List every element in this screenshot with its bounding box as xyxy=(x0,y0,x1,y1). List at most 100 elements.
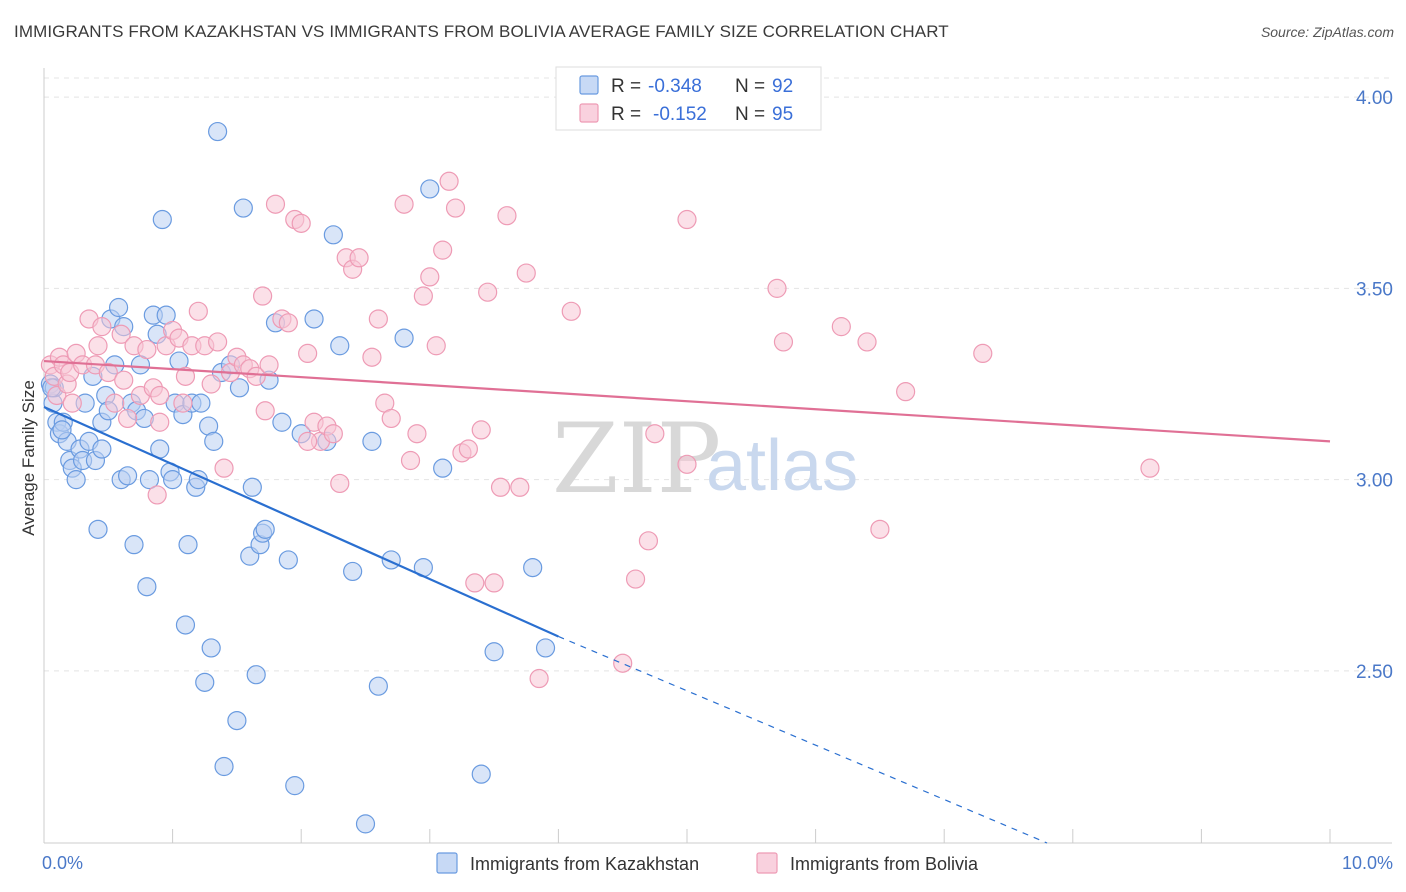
bolivia-point-28 xyxy=(173,393,193,413)
chart-title: IMMIGRANTS FROM KAZAKHSTAN VS IMMIGRANTS… xyxy=(14,22,949,41)
bolivia-point-15 xyxy=(105,393,125,413)
bolivia-point-24 xyxy=(150,412,170,432)
trend-lines xyxy=(43,359,1331,844)
kazakhstan-point-75 xyxy=(323,225,343,245)
bolivia-point-85 xyxy=(638,531,659,551)
bolivia-point-82 xyxy=(561,301,581,321)
bolivia-point-42 xyxy=(255,401,275,421)
bolivia-point-66 xyxy=(420,267,440,287)
bolivia-point-73 xyxy=(465,573,485,593)
bolivia-point-17 xyxy=(114,370,134,390)
kazakhstan-point-71 xyxy=(285,776,305,796)
bolivia-point-69 xyxy=(439,171,459,191)
kazakhstan-point-28 xyxy=(124,535,144,555)
kazakhstan-point-78 xyxy=(355,814,376,834)
bolivia-point-64 xyxy=(407,424,427,444)
y-tick-label-0: 2.50 xyxy=(1356,662,1393,683)
bottom-legend: Immigrants from Kazakhstan Immigrants fr… xyxy=(436,852,979,874)
legend-swatch-kazakhstan xyxy=(579,75,599,95)
kazakhstan-point-23 xyxy=(108,297,129,318)
y-tick-labels: 2.50 3.00 3.50 4.00 xyxy=(1356,88,1393,683)
stats-legend: R = -0.348 N = 92 R = -0.152 N = 95 xyxy=(555,66,822,131)
bottom-legend-label-kazakhstan: Immigrants from Kazakhstan xyxy=(470,854,699,874)
bolivia-point-21 xyxy=(137,339,157,360)
bolivia-point-72 xyxy=(458,439,478,459)
bolivia-point-90 xyxy=(773,332,794,352)
bolivia-point-96 xyxy=(1140,458,1160,478)
kazakhstan-trend-extension xyxy=(558,635,1048,844)
kazakhstan-point-82 xyxy=(394,328,414,348)
kazakhstan-point-76 xyxy=(330,336,350,356)
legend-n-value-2: 95 xyxy=(772,104,793,125)
bolivia-point-80 xyxy=(516,263,536,283)
bolivia-point-34 xyxy=(208,332,228,352)
bolivia-point-16 xyxy=(111,324,131,344)
bolivia-point-49 xyxy=(298,343,318,363)
x-tick-labels: 0.0% 10.0% xyxy=(42,853,1393,873)
bolivia-point-59 xyxy=(368,309,388,329)
bolivia-point-79 xyxy=(510,477,530,497)
bolivia-point-95 xyxy=(973,343,993,363)
bolivia-point-33 xyxy=(201,374,221,394)
bolivia-point-18 xyxy=(117,408,138,429)
kazakhstan-point-80 xyxy=(368,676,388,696)
bolivia-point-87 xyxy=(677,454,697,474)
bolivia-point-29 xyxy=(175,366,196,386)
bolivia-point-61 xyxy=(381,408,401,429)
watermark-atlas: atlas xyxy=(706,426,858,506)
watermark: ZIP atlas xyxy=(552,403,858,515)
bolivia-point-97 xyxy=(150,385,170,406)
bolivia-point-74 xyxy=(471,420,491,440)
bolivia-point-84 xyxy=(625,569,646,589)
bolivia-point-12 xyxy=(88,336,108,356)
legend-n-label-1: N = xyxy=(735,76,765,97)
kazakhstan-point-69 xyxy=(272,412,292,432)
kazakhstan-point-54 xyxy=(208,121,228,142)
bolivia-point-94 xyxy=(896,382,916,402)
bolivia-point-31 xyxy=(188,301,208,321)
watermark-zip: ZIP xyxy=(552,403,721,515)
bolivia-point-88 xyxy=(677,209,697,230)
kazakhstan-point-52 xyxy=(201,638,221,658)
kazakhstan-point-79 xyxy=(362,431,382,451)
legend-swatch-bolivia xyxy=(579,103,599,123)
bolivia-points xyxy=(40,171,1160,689)
kazakhstan-point-50 xyxy=(195,672,215,692)
bolivia-point-75 xyxy=(478,282,498,302)
kazakhstan-point-87 xyxy=(523,557,543,578)
axes xyxy=(43,68,1392,844)
kazakhstan-point-60 xyxy=(233,198,253,218)
y-axis-label: Average Family Size xyxy=(19,380,38,536)
x-tick-label-0: 0.0% xyxy=(42,853,83,873)
bolivia-point-89 xyxy=(767,278,787,298)
kazakhstan-point-56 xyxy=(214,756,234,777)
bolivia-point-67 xyxy=(426,336,446,356)
source-label: Source: ZipAtlas.com xyxy=(1260,24,1394,40)
kazakhstan-point-45 xyxy=(178,535,198,555)
kazakhstan-point-77 xyxy=(343,561,363,582)
bolivia-point-58 xyxy=(362,347,382,367)
bolivia-point-98 xyxy=(298,431,318,451)
bolivia-trend-line xyxy=(43,359,1331,443)
kazakhstan-point-26 xyxy=(117,466,138,486)
kazakhstan-trend-line xyxy=(43,405,559,638)
bolivia-point-77 xyxy=(490,477,511,497)
kazakhstan-point-62 xyxy=(242,477,262,497)
legend-n-value-1: 92 xyxy=(772,76,793,97)
kazakhstan-point-49 xyxy=(191,393,211,413)
kazakhstan-point-9 xyxy=(66,470,86,490)
kazakhstan-point-16 xyxy=(88,519,108,539)
kazakhstan-point-88 xyxy=(535,638,556,658)
bolivia-point-92 xyxy=(857,332,877,352)
bolivia-point-70 xyxy=(445,198,466,218)
bolivia-point-43 xyxy=(259,355,279,375)
bolivia-point-35 xyxy=(214,458,234,478)
bolivia-point-46 xyxy=(278,313,298,333)
kazakhstan-point-89 xyxy=(471,764,491,784)
x-tick-label-1: 10.0% xyxy=(1342,853,1393,873)
bolivia-point-76 xyxy=(484,573,504,593)
legend-r-label-1: R = xyxy=(611,76,641,97)
kazakhstan-point-40 xyxy=(163,470,183,490)
kazakhstan-point-58 xyxy=(227,710,247,731)
